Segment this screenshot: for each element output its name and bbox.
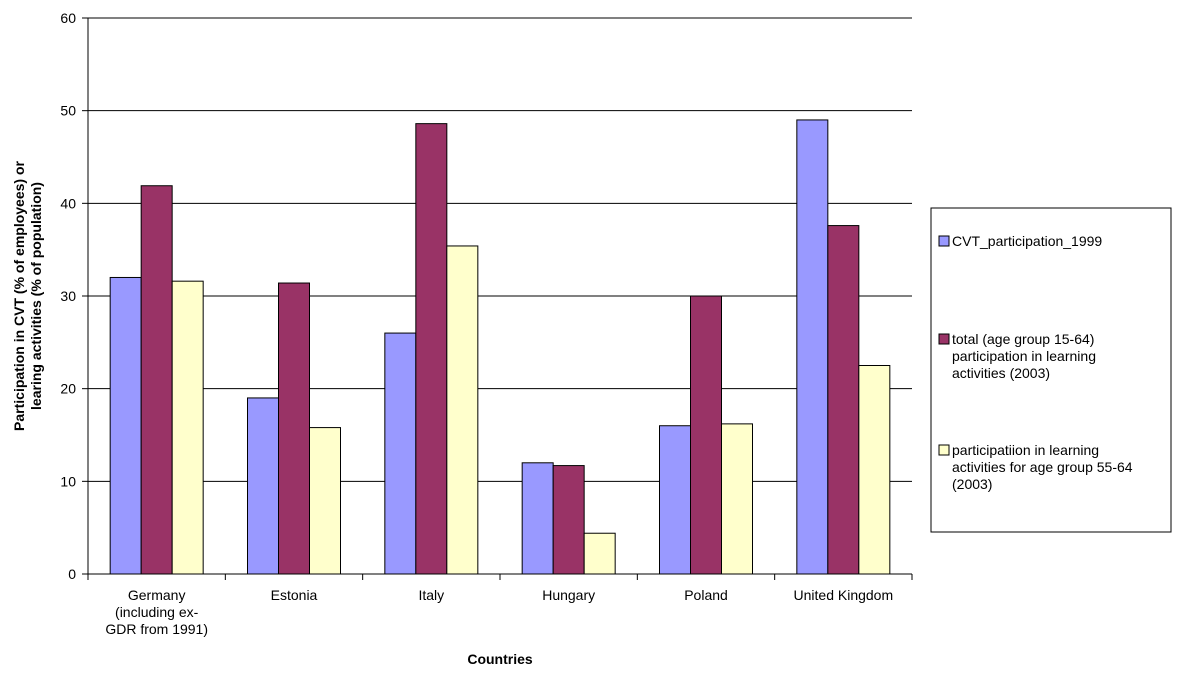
legend-label-line: CVT_participation_1999 [952, 233, 1102, 249]
bar [690, 295, 722, 575]
bar [858, 365, 891, 575]
x-category-label-line: Estonia [271, 587, 318, 603]
legend-swatch [938, 235, 950, 247]
x-category-label-line: Poland [684, 587, 728, 603]
y-tick-label: 50 [60, 103, 76, 119]
legend-label: CVT_participation_1999 [952, 233, 1102, 249]
bar [109, 276, 142, 575]
x-category-label: Poland [684, 587, 728, 603]
legend-label-line: total (age group 15-64) [952, 331, 1094, 347]
x-category-label-line: United Kingdom [794, 587, 894, 603]
legend-label-line: (2003) [952, 476, 992, 492]
bar [827, 225, 860, 575]
bar [552, 465, 585, 575]
y-tick-label: 30 [60, 288, 76, 304]
x-category-label-line: Hungary [542, 587, 595, 603]
bar [583, 532, 616, 575]
x-category-label-line: GDR from 1991) [105, 621, 208, 637]
y-tick-label: 40 [60, 195, 76, 211]
legend-label-line: activities (2003) [952, 365, 1050, 381]
legend-box [930, 207, 1172, 533]
bar [278, 282, 310, 575]
bar [384, 332, 417, 575]
x-category-label-line: Germany [128, 587, 186, 603]
x-category-label: Estonia [271, 587, 318, 603]
x-axis-title: Countries [467, 651, 533, 667]
bar [446, 245, 479, 575]
y-tick-label: 0 [68, 566, 76, 582]
bar [796, 119, 829, 575]
y-axis-title: Participation in CVT (% of employees) or… [11, 160, 44, 430]
bar [171, 280, 204, 575]
bar [721, 423, 753, 575]
legend-swatch [938, 444, 950, 456]
legend-label-line: participation in learning [952, 348, 1096, 364]
y-axis-title-line: Participation in CVT (% of employees) or [11, 160, 27, 430]
y-tick-label: 20 [60, 381, 76, 397]
y-axis-title-line: learing activities (% of population) [28, 182, 44, 410]
x-category-label: Hungary [542, 587, 595, 603]
legend-label: participatiion in learning activities for… [952, 442, 1133, 492]
legend-swatch [938, 333, 950, 345]
bar [659, 425, 691, 575]
y-tick-label: 10 [60, 473, 76, 489]
x-category-label: Germany (including ex-GDR from 1991) [105, 587, 208, 637]
bar [247, 397, 279, 575]
bar [140, 185, 173, 575]
x-category-label: Italy [418, 587, 444, 603]
legend-label: total (age group 15-64) participation in … [952, 331, 1096, 381]
bar [415, 123, 448, 575]
bar [521, 462, 554, 575]
legend-label-line: participatiion in learning [952, 442, 1099, 458]
bar [309, 427, 341, 575]
x-category-label: United Kingdom [794, 587, 894, 603]
x-category-label-line: (including ex- [115, 604, 199, 620]
y-tick-label: 60 [60, 10, 76, 26]
legend-label-line: activities for age group 55-64 [952, 459, 1133, 475]
x-category-label-line: Italy [418, 587, 444, 603]
